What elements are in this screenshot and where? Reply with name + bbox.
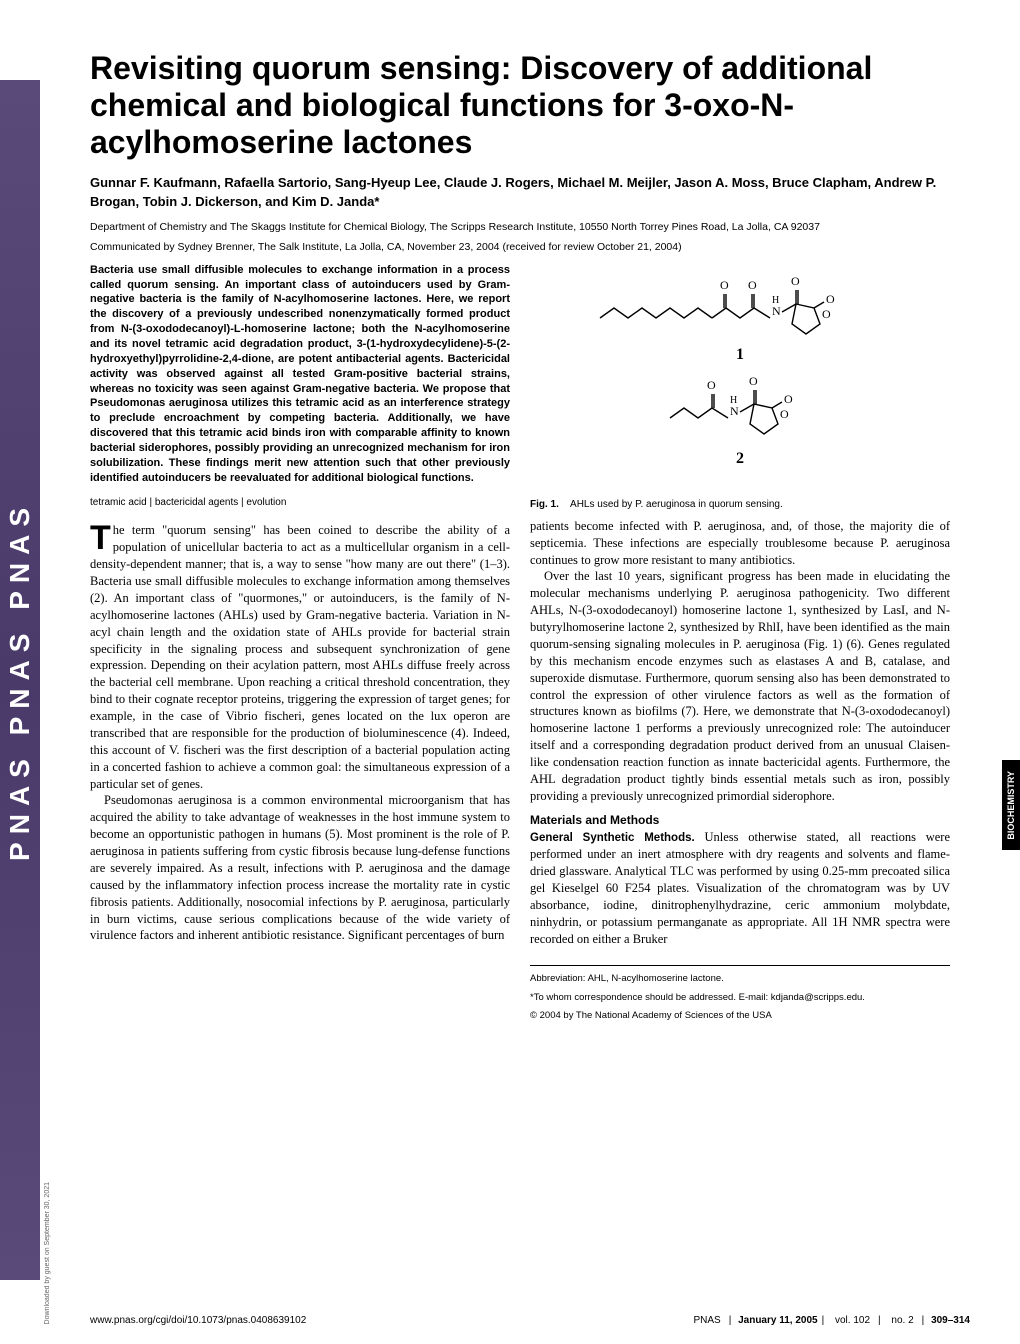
methods-text: Unless otherwise stated, all reactions w… [530,830,950,946]
footer-citation: PNAS| January 11, 2005| vol. 102| no. 2|… [689,1315,970,1326]
footer-issue: no. 2 [891,1315,913,1326]
section-heading-methods: Materials and Methods [530,813,950,827]
abstract: Bacteria use small diffusible molecules … [90,263,510,486]
svg-text:O: O [784,392,793,406]
svg-text:O: O [826,292,835,306]
keywords: tetramic acid | bactericidal agents | ev… [90,497,510,508]
figure-1: O O N H O [530,263,950,510]
paragraph-1: The term "quorum sensing" has been coine… [90,522,510,792]
svg-text:O: O [749,374,758,388]
svg-text:H: H [772,295,779,306]
methods-paragraph: General Synthetic Methods. Unless otherw… [530,829,950,948]
page-content: Revisiting quorum sensing: Discovery of … [60,0,1000,1047]
compound-1-label: 1 [736,346,744,363]
svg-text:O: O [791,274,800,288]
svg-text:O: O [822,307,831,321]
footer-doi: www.pnas.org/cgi/doi/10.1073/pnas.040863… [90,1315,306,1326]
page-footer: www.pnas.org/cgi/doi/10.1073/pnas.040863… [90,1315,970,1326]
methods-runin: General Synthetic Methods. [530,832,695,844]
left-column: Bacteria use small diffusible molecules … [90,263,510,1027]
section-badge: BIOCHEMISTRY [1002,760,1020,850]
paragraph-r1: patients become infected with P. aerugin… [530,518,950,569]
footnote-abbrev: Abbreviation: AHL, N-acylhomoserine lact… [530,972,950,986]
body-text-left: The term "quorum sensing" has been coine… [90,522,510,944]
footer-date: January 11, 2005 [738,1315,818,1326]
footnotes: Abbreviation: AHL, N-acylhomoserine lact… [530,965,950,1023]
figure-caption-label: Fig. 1. [530,499,559,510]
figure-1-caption: Fig. 1. AHLs used by P. aeruginosa in qu… [530,499,950,510]
svg-text:O: O [720,278,729,292]
svg-text:O: O [707,378,716,392]
footer-pages: 309–314 [931,1315,970,1326]
footnote-correspondence: *To whom correspondence should be addres… [530,991,950,1005]
footnote-copyright: © 2004 by The National Academy of Scienc… [530,1009,950,1023]
chemical-structure-icon: O O N H O [590,263,890,493]
two-column-layout: Bacteria use small diffusible molecules … [90,263,950,1027]
paragraph-2: Pseudomonas aeruginosa is a common envir… [90,792,510,944]
footer-journal: PNAS [693,1315,720,1326]
compound-2-label: 2 [736,450,744,467]
svg-text:O: O [780,407,789,421]
author-list: Gunnar F. Kaufmann, Rafaella Sartorio, S… [90,174,950,210]
article-title: Revisiting quorum sensing: Discovery of … [90,50,950,160]
affiliation: Department of Chemistry and The Skaggs I… [90,221,950,233]
svg-text:H: H [730,395,737,406]
paragraph-r2: Over the last 10 years, significant prog… [530,568,950,804]
figure-caption-text: AHLs used by P. aeruginosa in quorum sen… [570,499,783,510]
svg-text:O: O [748,278,757,292]
svg-text:N: N [730,404,739,418]
footer-vol: vol. 102 [835,1315,870,1326]
journal-banner: PNAS PNAS PNAS [0,80,40,1280]
body-text-right: patients become infected with P. aerugin… [530,518,950,805]
download-note: Downloaded by guest on September 30, 202… [44,1182,51,1324]
communicated-line: Communicated by Sydney Brenner, The Salk… [90,241,950,253]
right-column: O O N H O [530,263,950,1027]
svg-text:N: N [772,304,781,318]
